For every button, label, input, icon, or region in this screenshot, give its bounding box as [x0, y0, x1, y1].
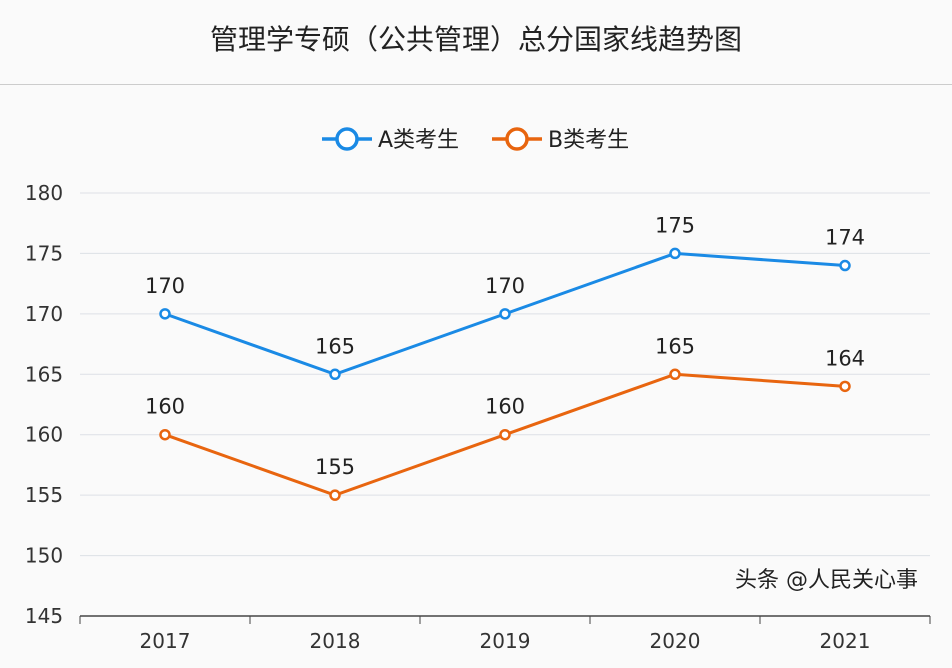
- chart-title: 管理学专硕（公共管理）总分国家线趋势图: [209, 23, 742, 56]
- x-tick-label: 2017: [140, 629, 191, 653]
- x-tick-label: 2019: [480, 629, 531, 653]
- legend-label: B类考生: [548, 128, 629, 153]
- data-label: 155: [315, 455, 355, 479]
- data-point[interactable]: [839, 380, 851, 393]
- y-tick-label: 160: [25, 423, 63, 447]
- data-label: 160: [145, 395, 185, 419]
- data-label: 165: [655, 334, 695, 358]
- data-label: 160: [485, 395, 525, 419]
- legend-label: A类考生: [378, 128, 459, 153]
- watermark: 头条 @人民关心事: [735, 568, 918, 593]
- y-tick-label: 165: [25, 362, 63, 386]
- y-tick-label: 170: [25, 302, 63, 326]
- y-tick-label: 145: [25, 604, 63, 628]
- x-tick-label: 2021: [820, 629, 871, 653]
- data-point[interactable]: [839, 259, 851, 272]
- data-label: 165: [315, 334, 355, 358]
- y-tick-label: 150: [25, 544, 63, 568]
- data-label: 170: [145, 274, 185, 298]
- data-point[interactable]: [329, 489, 341, 501]
- data-label: 174: [825, 226, 865, 250]
- data-point[interactable]: [499, 308, 511, 320]
- x-tick-label: 2018: [310, 629, 361, 653]
- data-point[interactable]: [159, 428, 171, 441]
- data-label: 164: [825, 346, 865, 370]
- legend-marker: [505, 127, 529, 151]
- y-tick-label: 155: [25, 483, 63, 507]
- legend-item[interactable]: B类考生: [492, 127, 629, 153]
- data-label: 170: [485, 274, 525, 298]
- data-point[interactable]: [159, 308, 171, 320]
- data-point[interactable]: [669, 247, 681, 260]
- legend-marker: [335, 127, 359, 151]
- y-tick-label: 175: [25, 241, 63, 265]
- data-point[interactable]: [669, 368, 681, 381]
- y-tick-label: 180: [25, 181, 63, 205]
- legend-item[interactable]: A类考生: [322, 127, 459, 153]
- x-tick-label: 2020: [650, 629, 701, 653]
- title-divider: [0, 84, 952, 85]
- data-point[interactable]: [329, 368, 341, 381]
- data-label: 175: [655, 213, 695, 237]
- data-point[interactable]: [499, 428, 511, 441]
